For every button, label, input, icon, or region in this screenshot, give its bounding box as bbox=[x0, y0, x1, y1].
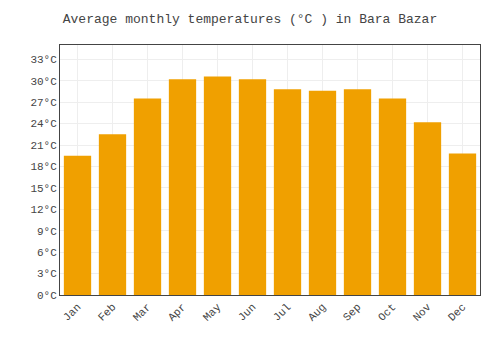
svg-text:Aug: Aug bbox=[306, 301, 328, 323]
svg-text:Nov: Nov bbox=[411, 301, 434, 324]
svg-text:May: May bbox=[201, 301, 224, 324]
svg-text:30°C: 30°C bbox=[30, 76, 57, 88]
svg-text:3°C: 3°C bbox=[37, 268, 57, 280]
svg-text:24°C: 24°C bbox=[30, 118, 57, 130]
svg-text:9°C: 9°C bbox=[37, 226, 57, 238]
svg-text:Feb: Feb bbox=[96, 301, 118, 323]
svg-text:Oct: Oct bbox=[376, 301, 398, 323]
svg-text:Jul: Jul bbox=[271, 301, 293, 323]
svg-text:Average monthly temperatures (: Average monthly temperatures (°C ) in Ba… bbox=[63, 12, 437, 27]
svg-text:Jun: Jun bbox=[236, 301, 258, 323]
svg-text:27°C: 27°C bbox=[30, 97, 57, 109]
svg-text:Apr: Apr bbox=[166, 301, 188, 323]
svg-text:15°C: 15°C bbox=[30, 183, 57, 195]
svg-text:Jan: Jan bbox=[61, 301, 83, 323]
svg-text:0°C: 0°C bbox=[37, 290, 57, 302]
svg-text:Sep: Sep bbox=[341, 301, 363, 323]
svg-text:Dec: Dec bbox=[446, 301, 468, 323]
svg-text:21°C: 21°C bbox=[30, 140, 57, 152]
svg-text:6°C: 6°C bbox=[37, 247, 57, 259]
svg-text:Mar: Mar bbox=[131, 301, 153, 323]
svg-text:18°C: 18°C bbox=[30, 161, 57, 173]
svg-text:12°C: 12°C bbox=[30, 204, 57, 216]
svg-text:33°C: 33°C bbox=[30, 54, 57, 66]
